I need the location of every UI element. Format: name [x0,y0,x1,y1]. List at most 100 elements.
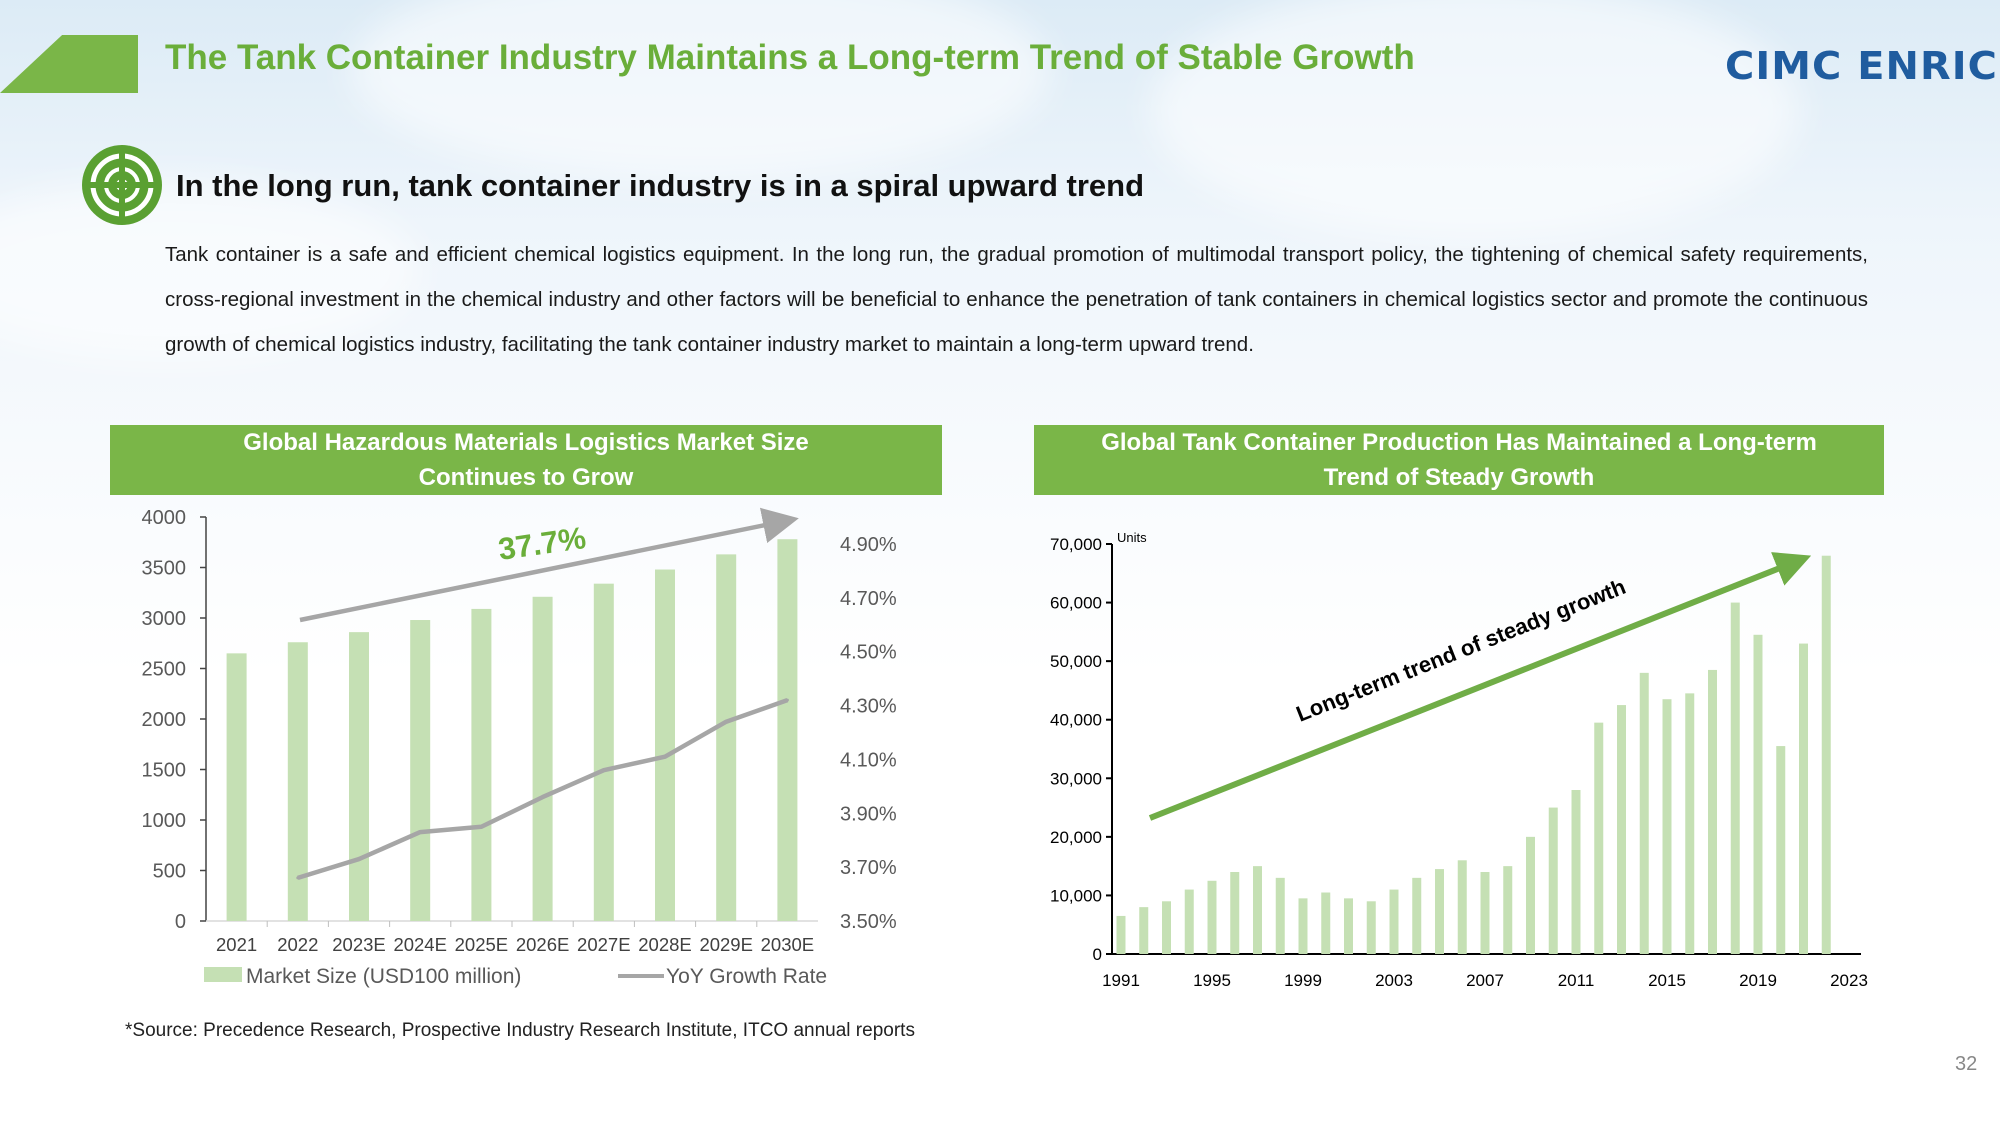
background-cloud [1150,0,1800,240]
bar [1139,907,1149,954]
y-tick-label-left: 3500 [142,558,187,580]
trend-arrow [1148,552,1812,821]
bar [1230,872,1240,954]
bar [226,653,247,921]
source-note: *Source: Precedence Research, Prospectiv… [125,1020,915,1041]
bar [1617,705,1626,954]
x-tick-label: 2015 [1648,971,1686,990]
bar [410,620,431,921]
y-tick-label-left: 1500 [142,760,187,782]
chart-title-banner-right: Global Tank Container Production Has Mai… [1034,425,1884,495]
legend-swatch-bar [204,967,242,982]
bar [1594,722,1604,954]
bar [1708,669,1717,954]
yoy-point [785,698,789,702]
bar [532,596,553,921]
x-tick-label: 1995 [1193,971,1231,990]
bar [1412,877,1422,954]
y-tick-label-right: 4.70% [840,588,897,610]
bar [1571,790,1581,954]
bar [1776,746,1786,954]
bar [1321,892,1331,954]
body-paragraph: Tank container is a safe and efficient c… [165,243,1868,356]
x-tick-label: 2007 [1466,971,1504,990]
bar [1480,872,1490,954]
bar [1344,898,1353,954]
bar [1639,672,1649,954]
legend-label-bar: Market Size (USD100 million) [246,965,521,988]
page-number: 32 [1955,1053,1978,1075]
y-tick-label-left: 0 [175,911,186,933]
y-tick-label: 10,000 [1050,886,1102,905]
chart-title-right: Global Tank Container Production Has Mai… [1101,429,1817,491]
y-tick-label-right: 3.70% [840,857,897,879]
x-tick-label: 2025E [455,934,509,955]
bar [1730,602,1740,954]
x-tick-label: 2023E [332,934,386,955]
x-tick-label: 1999 [1284,971,1322,990]
y-tick-label-left: 2500 [142,659,187,681]
bar [1548,807,1558,954]
bar [777,539,798,921]
x-tick-label: 2023 [1830,971,1868,990]
page-title: The Tank Container Industry Maintains a … [165,38,1415,77]
bar [1116,915,1126,954]
background-cloud [350,0,1050,180]
chart-title-left: Global Hazardous Materials Logistics Mar… [243,429,809,491]
x-tick-label: 2024E [393,934,447,955]
globe-network-icon [82,145,162,225]
y-tick-label: 70,000 [1050,535,1102,554]
bar [1298,898,1308,954]
yoy-point [357,857,361,861]
y-tick-label-right: 4.90% [840,534,897,556]
bar [1457,860,1467,954]
y-tick-label: 60,000 [1050,594,1102,613]
yoy-point [296,876,300,880]
bar [471,608,492,921]
bar [1503,866,1513,954]
bar [1275,877,1285,954]
background-cloud [0,180,420,360]
yoy-point [724,720,728,724]
y-axis-unit-label: Units [1117,530,1147,545]
bar [1435,869,1444,954]
y-tick-label: 0 [1093,945,1102,964]
bar [1799,643,1808,954]
y-tick-label-right: 4.30% [840,696,897,718]
x-tick-label: 2027E [577,934,631,955]
bar [1526,836,1535,954]
bar [287,642,308,921]
bar [1366,901,1376,954]
x-tick-label: 2029E [699,934,753,955]
bar [593,583,614,921]
bar [655,569,675,921]
y-tick-label: 40,000 [1050,711,1102,730]
yoy-point [602,768,606,772]
y-tick-label-left: 1000 [142,810,187,832]
bar [1389,889,1399,954]
y-tick-label-left: 4000 [142,507,187,529]
bar [1207,880,1217,954]
bar [1753,634,1763,954]
yoy-point [418,830,422,834]
y-tick-label-right: 4.50% [840,642,897,664]
y-tick-label-right: 4.10% [840,749,897,771]
legend-label-line: YoY Growth Rate [666,965,827,988]
x-tick-label: 2028E [638,934,692,955]
company-logo: CIMC ENRIC [1725,44,1999,88]
y-tick-label-left: 3000 [142,608,187,630]
x-tick-label: 2003 [1375,971,1413,990]
bar [716,554,737,921]
bar [1253,866,1262,954]
yoy-point [663,755,667,759]
x-tick-label: 1991 [1102,971,1140,990]
y-tick-label-left: 500 [153,861,186,883]
y-tick-label: 50,000 [1050,652,1102,671]
bar [1162,901,1171,954]
y-tick-label-right: 3.90% [840,803,897,825]
bar [1184,889,1194,954]
bar [1662,699,1672,954]
x-tick-label: 2022 [277,934,318,955]
yoy-point [541,795,545,799]
